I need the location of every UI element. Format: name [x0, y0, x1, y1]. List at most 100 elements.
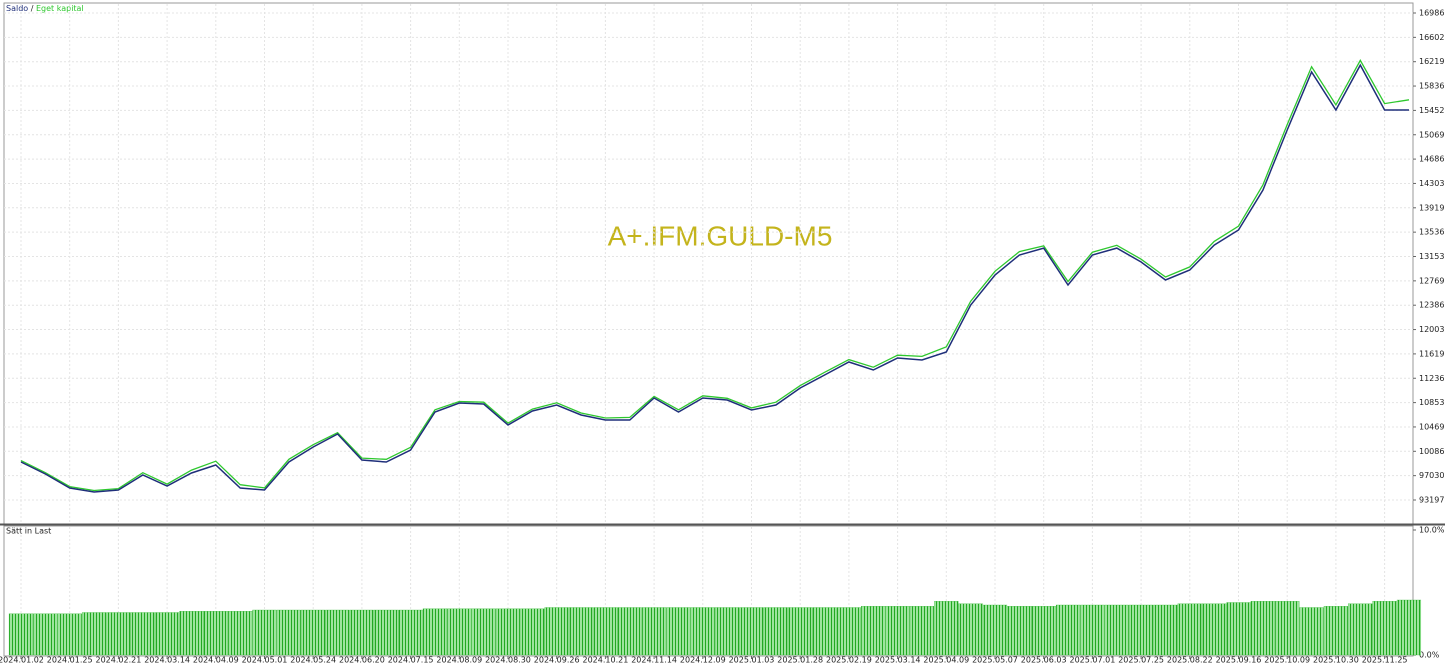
x-tick-label: 2025.01.28 — [777, 656, 823, 665]
x-tick-label: 2024.12.09 — [680, 656, 726, 665]
bar — [885, 606, 910, 656]
y-tick-label: 166029 — [1419, 33, 1445, 42]
bar — [642, 607, 667, 656]
bar — [1177, 603, 1202, 656]
bar — [1372, 601, 1397, 656]
series-line — [20, 59, 1410, 492]
bar — [1104, 604, 1129, 656]
y-tick-label: 10.0% — [1419, 526, 1445, 535]
x-tick-label: 2025.11.25 — [1362, 656, 1408, 665]
x-tick-label: 2024.05.01 — [242, 656, 288, 665]
bar — [1396, 599, 1422, 656]
bar — [81, 612, 107, 656]
bar — [763, 607, 788, 656]
bar — [715, 607, 740, 656]
legend-entry: Saldo — [6, 4, 28, 13]
y-tick-label: 146863 — [1419, 155, 1445, 164]
x-tick-label: 2025.10.30 — [1313, 656, 1359, 665]
y-tick-label: 120030 — [1419, 325, 1445, 334]
bar — [1226, 602, 1251, 656]
bar — [1299, 607, 1324, 656]
bar — [374, 609, 399, 656]
bar — [106, 612, 131, 656]
x-tick-label: 2024.11.14 — [631, 656, 677, 665]
x-tick-label: 2024.06.20 — [339, 656, 385, 665]
bar — [422, 608, 448, 656]
y-tick-label: 135363 — [1419, 228, 1445, 237]
x-tick-label: 2025.02.19 — [826, 656, 872, 665]
x-tick-label: 2024.01.25 — [47, 656, 93, 665]
bar — [447, 608, 472, 656]
y-tick-label: 158363 — [1419, 82, 1445, 91]
bar — [1055, 604, 1081, 656]
y-tick-label: 139196 — [1419, 203, 1445, 212]
x-tick-label: 2024.07.15 — [388, 656, 434, 665]
x-tick-label: 2024.05.24 — [290, 656, 336, 665]
bar — [495, 608, 521, 656]
sub-frame — [3, 525, 1414, 657]
y-tick-label: 127696 — [1419, 276, 1445, 285]
x-tick-label: 2025.03.14 — [875, 656, 921, 665]
x-tick-label: 2024.10.21 — [582, 656, 628, 665]
subplot-title: Sätt in Last — [6, 527, 51, 536]
x-tick-label: 2025.07.25 — [1118, 656, 1164, 665]
x-tick-label: 2024.01.02 — [0, 656, 44, 665]
y-tick-label: 150696 — [1419, 130, 1445, 139]
x-tick-label: 2024.08.09 — [436, 656, 482, 665]
series-line — [20, 63, 1409, 493]
bar — [1202, 603, 1227, 656]
bar — [8, 613, 34, 656]
y-tick-label: 162196 — [1419, 57, 1445, 66]
bar — [568, 607, 594, 656]
bar — [617, 607, 642, 656]
bar — [1250, 601, 1275, 656]
x-tick-label: 2025.06.03 — [1021, 656, 1067, 665]
bar — [544, 607, 569, 656]
x-tick-label: 2024.03.14 — [144, 656, 190, 665]
y-tick-label: 116197 — [1419, 349, 1445, 358]
bar — [349, 609, 374, 656]
bar — [982, 604, 1008, 656]
y-tick-label: 97030 — [1419, 471, 1444, 480]
bar — [958, 603, 983, 656]
bar — [666, 607, 691, 656]
x-tick-label: 2025.07.01 — [1069, 656, 1115, 665]
bar — [130, 612, 155, 656]
x-tick-label: 2024.04.09 — [193, 656, 239, 665]
bar — [276, 609, 301, 656]
bar — [593, 607, 618, 656]
y-tick-label: 112363 — [1419, 374, 1445, 383]
y-tick-label: 143030 — [1419, 179, 1445, 188]
y-tick-label: 104697 — [1419, 422, 1445, 431]
bar — [252, 609, 277, 656]
chart-title: A+.IFM.GULD-M5 — [608, 220, 833, 251]
x-tick-label: 2025.10.09 — [1264, 656, 1310, 665]
legend: Saldo / Eget kapital — [6, 4, 84, 13]
bar — [1275, 601, 1300, 656]
x-tick-label: 2025.05.07 — [972, 656, 1018, 665]
bar — [179, 611, 204, 656]
y-tick-label: 154529 — [1419, 106, 1445, 115]
bar — [520, 608, 545, 656]
bar — [812, 607, 837, 656]
legend-entry: Eget kapital — [36, 4, 84, 13]
bar — [228, 611, 253, 656]
y-tick-label: 100863 — [1419, 447, 1445, 456]
y-tick-label: 123863 — [1419, 301, 1445, 310]
x-tick-label: 2024.02.21 — [95, 656, 141, 665]
bar — [836, 607, 861, 656]
bar — [1129, 604, 1154, 656]
y-tick-label: 131530 — [1419, 252, 1445, 261]
x-tick-label: 2025.01.03 — [729, 656, 775, 665]
bar — [471, 608, 496, 656]
x-tick-label: 2024.08.30 — [485, 656, 531, 665]
bar — [1153, 604, 1178, 656]
bar — [788, 607, 813, 656]
x-tick-label: 2024.09.26 — [534, 656, 580, 665]
bar — [398, 609, 423, 656]
x-tick-label: 2025.08.22 — [1167, 656, 1213, 665]
bar — [861, 606, 886, 656]
bar — [1031, 606, 1056, 656]
bar — [690, 607, 715, 656]
